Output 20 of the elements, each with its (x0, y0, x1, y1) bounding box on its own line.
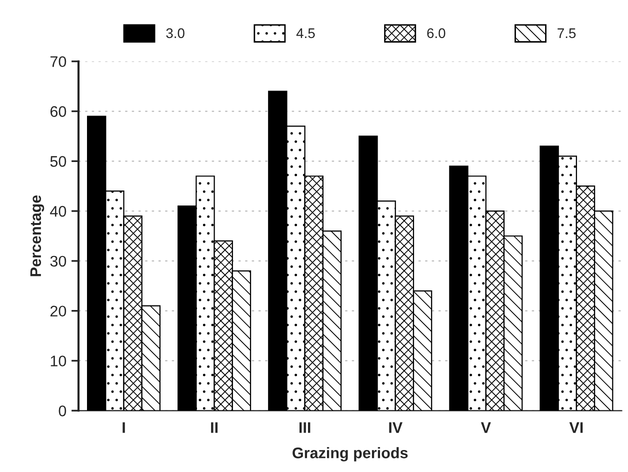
y-tick-label: 60 (50, 106, 66, 117)
y-tick-label: 10 (50, 356, 66, 366)
x-tick-label: II (211, 422, 218, 433)
x-axis-title: Grazing periods (292, 447, 408, 462)
x-tick-label: III (299, 422, 310, 433)
y-tick-label: 20 (50, 306, 66, 317)
y-tick-label: 0 (58, 406, 66, 416)
y-tick-label: 50 (50, 156, 66, 167)
x-tick-label: V (480, 422, 491, 433)
legend-label: 7.5 (558, 28, 576, 38)
x-tick-label: VI (569, 422, 583, 433)
legend-label: 3.0 (166, 28, 184, 38)
y-axis-title: Percentage (30, 195, 44, 276)
legend-label: 4.5 (296, 28, 315, 38)
y-tick-label: 40 (50, 206, 66, 217)
x-tick-label: IV (389, 422, 402, 433)
x-tick-label: I (122, 422, 125, 433)
y-tick-label: 30 (50, 256, 66, 267)
legend-label: 6.0 (427, 28, 446, 38)
y-tick-label: 70 (50, 56, 66, 68)
